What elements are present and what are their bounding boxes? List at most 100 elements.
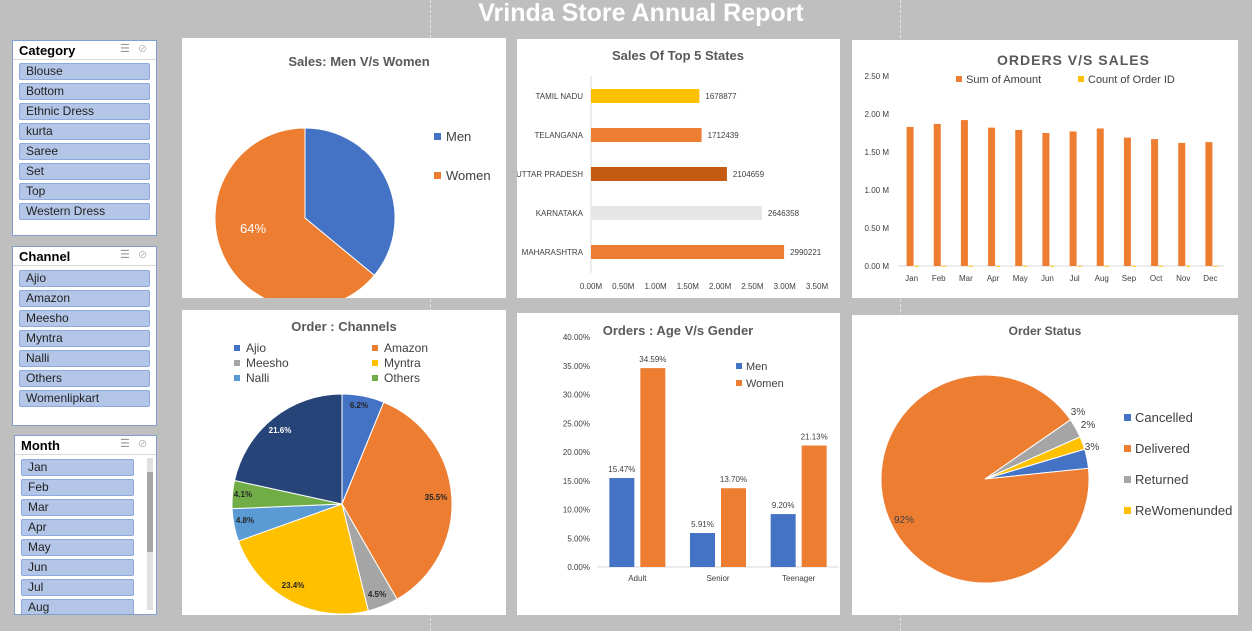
legend-label-count-of-order-id: Count of Order ID xyxy=(1088,74,1175,86)
x-tick-label-nov: Nov xyxy=(1176,274,1190,283)
bar-women-teenager xyxy=(801,445,827,567)
x-tick-label: 2.50M xyxy=(741,282,764,291)
bar-count-of-order-id-aug xyxy=(1104,265,1109,267)
top-states-panel: Sales Of Top 5 States TAMIL NADU 1678877 TE… xyxy=(517,39,840,298)
y-tick-label: 25.00% xyxy=(563,419,590,428)
slicer-item-blouse[interactable]: Blouse xyxy=(19,63,150,80)
bar-sum-of-amount-jan xyxy=(906,126,914,266)
bar-uttar-pradesh xyxy=(591,167,727,181)
data-label: 13.70% xyxy=(720,475,747,484)
x-tick-label: 1.00M xyxy=(644,282,667,291)
x-tick-label-jul: Jul xyxy=(1069,274,1079,283)
legend-label-ajio: Ajio xyxy=(246,341,266,355)
slicer-item-myntra[interactable]: Myntra xyxy=(19,330,150,347)
bar-sum-of-amount-jun xyxy=(1042,133,1050,266)
legend-swatch xyxy=(234,345,240,351)
bar-sum-of-amount-sep xyxy=(1123,137,1131,266)
y-tick-label: 2.00 M xyxy=(865,110,890,119)
bar-karnataka xyxy=(591,206,762,220)
chart-title: Order Status xyxy=(1009,324,1082,338)
y-tick-label: 2.50 M xyxy=(865,72,890,81)
legend-label-delivered: Delivered xyxy=(1135,441,1190,456)
pie-slice-amazon xyxy=(341,401,453,600)
x-tick-label-jan: Jan xyxy=(905,274,918,283)
bar-sum-of-amount-jul xyxy=(1069,131,1077,266)
data-label: 2646358 xyxy=(768,209,800,218)
bar-sum-of-amount-nov xyxy=(1178,142,1186,266)
bar-men-teenager xyxy=(770,514,796,567)
bar-count-of-order-id-may xyxy=(1023,265,1028,267)
x-tick-label-dec: Dec xyxy=(1203,274,1217,283)
multi-select-icon[interactable]: ☰ xyxy=(120,249,130,261)
slicer-item-ajio[interactable]: Ajio xyxy=(19,270,150,287)
y-tick-label-telangana: TELANGANA xyxy=(535,131,584,140)
slicer-item-nalli[interactable]: Nalli xyxy=(19,350,150,367)
slicer-item-ethnic-dress[interactable]: Ethnic Dress xyxy=(19,103,150,120)
bar-count-of-order-id-dec xyxy=(1213,265,1218,267)
bar-women-adult xyxy=(640,368,666,567)
y-tick-label: 1.50 M xyxy=(865,148,890,157)
slicer-scroll-thumb[interactable] xyxy=(147,472,153,552)
data-label: 21.6% xyxy=(269,426,292,435)
slicer-item-kurta[interactable]: kurta xyxy=(19,123,150,140)
y-tick-label: 30.00% xyxy=(563,391,590,400)
data-label: 6.2% xyxy=(350,401,368,410)
legend-swatch xyxy=(1124,507,1131,514)
y-tick-label: 40.00% xyxy=(563,333,590,342)
x-tick-label: 0.00M xyxy=(580,282,603,291)
x-tick-label-mar: Mar xyxy=(959,274,973,283)
slicer-item-mar[interactable]: Mar xyxy=(21,499,134,516)
slicer-item-jun[interactable]: Jun xyxy=(21,559,134,576)
slicer-item-jan[interactable]: Jan xyxy=(21,459,134,476)
data-label: 3% xyxy=(1071,407,1086,418)
pie-slice-women xyxy=(214,127,376,298)
men-women-chart: Sales: Men V/s Women 36% 64% Men Women xyxy=(214,54,491,298)
slicer-item-top[interactable]: Top xyxy=(19,183,150,200)
slicer-item-meesho[interactable]: Meesho xyxy=(19,310,150,327)
slicer-item-jul[interactable]: Jul xyxy=(21,579,134,596)
slicer-item-saree[interactable]: Saree xyxy=(19,143,150,160)
clear-filter-icon[interactable]: ⊘ xyxy=(138,438,148,450)
slicer-item-apr[interactable]: Apr xyxy=(21,519,134,536)
legend-swatch xyxy=(234,375,240,381)
multi-select-icon[interactable]: ☰ xyxy=(120,438,130,450)
data-label: 4.1% xyxy=(234,490,252,499)
legend-label-women: Women xyxy=(746,378,784,390)
men-women-panel: Sales: Men V/s Women 36% 64% Men Women xyxy=(182,38,506,298)
slicer-item-feb[interactable]: Feb xyxy=(21,479,134,496)
slicer-item-others[interactable]: Others xyxy=(19,370,150,387)
data-label: 64% xyxy=(240,221,266,236)
data-label: 4.5% xyxy=(368,590,386,599)
y-tick-label: 20.00% xyxy=(563,448,590,457)
channels-chart: Order : Channels Ajio Amazon Meesho Myntra Na… xyxy=(231,319,453,615)
slicer-item-western-dress[interactable]: Western Dress xyxy=(19,203,150,220)
legend-label-others: Others xyxy=(384,371,420,385)
chart-title: Sales Of Top 5 States xyxy=(612,48,744,63)
data-label: 2104659 xyxy=(733,170,765,179)
multi-select-icon[interactable]: ☰ xyxy=(120,43,130,55)
legend-label-cancelled: Cancelled xyxy=(1135,410,1193,425)
slicer-item-may[interactable]: May xyxy=(21,539,134,556)
x-tick-label-jun: Jun xyxy=(1041,274,1054,283)
x-tick-label-apr: Apr xyxy=(987,274,1000,283)
legend-label-men: Men xyxy=(746,361,767,373)
legend-swatch xyxy=(234,360,240,366)
slicer-item-aug[interactable]: Aug xyxy=(21,599,134,614)
slicer-item-amazon[interactable]: Amazon xyxy=(19,290,150,307)
clear-filter-icon[interactable]: ⊘ xyxy=(138,249,148,261)
slicer-item-womenlipkart[interactable]: Womenlipkart xyxy=(19,390,150,407)
bar-count-of-order-id-nov xyxy=(1186,265,1191,267)
data-label: 2% xyxy=(1081,420,1096,431)
slicer-title: Month xyxy=(21,438,60,453)
x-tick-label-sep: Sep xyxy=(1122,274,1137,283)
bar-maharashtra xyxy=(591,245,785,259)
legend-label-returned: Returned xyxy=(1135,472,1188,487)
bar-telangana xyxy=(591,128,702,142)
bar-count-of-order-id-mar xyxy=(968,265,973,267)
legend-swatch xyxy=(372,375,378,381)
clear-filter-icon[interactable]: ⊘ xyxy=(138,43,148,55)
slicer-item-set[interactable]: Set xyxy=(19,163,150,180)
slicer-item-bottom[interactable]: Bottom xyxy=(19,83,150,100)
report-title: Vrinda Store Annual Report xyxy=(478,0,804,27)
legend-label-women: Women xyxy=(446,168,491,183)
